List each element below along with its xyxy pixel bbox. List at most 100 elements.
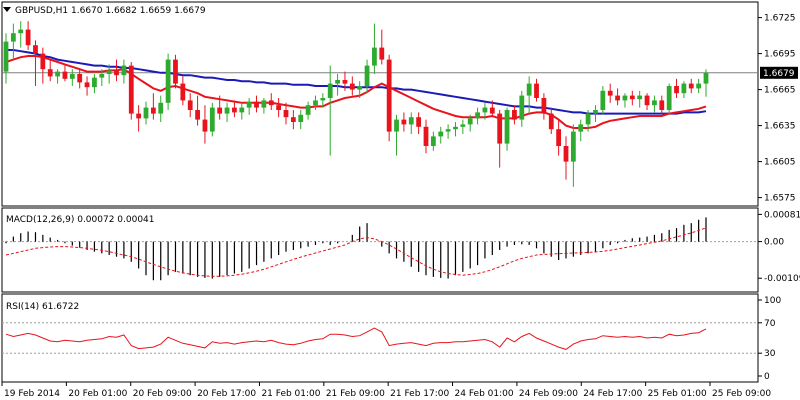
candle-body xyxy=(644,95,650,106)
candle xyxy=(10,23,16,60)
candle xyxy=(349,76,355,96)
candle xyxy=(534,78,539,102)
candles xyxy=(3,21,709,187)
price-tick-label: 1.6665 xyxy=(764,86,796,96)
candle-body xyxy=(534,83,539,98)
time-tick-label: 21 Feb 09:00 xyxy=(326,389,385,399)
candle-body xyxy=(25,29,31,46)
time-tick-label: 21 Feb 17:00 xyxy=(390,389,449,399)
candle-body xyxy=(165,59,171,103)
candle-body xyxy=(401,119,407,125)
candle-body xyxy=(99,74,105,78)
time-tick-label: 25 Feb 09:00 xyxy=(712,389,771,399)
candle xyxy=(453,122,458,137)
candle xyxy=(394,114,399,156)
price-tick-label: 1.6575 xyxy=(764,194,796,204)
candle-body xyxy=(512,110,517,120)
candle xyxy=(150,93,156,120)
candle-body xyxy=(526,83,532,96)
candle-body xyxy=(305,105,311,115)
candle-body xyxy=(637,95,643,100)
rsi-tick-label: 100 xyxy=(764,296,781,306)
price-axis: 1.6725 1.6695 1.6665 1.6635 1.6605 1.6575 xyxy=(758,14,796,204)
candle-body xyxy=(254,101,259,108)
candle-body xyxy=(55,71,60,77)
candle xyxy=(165,53,171,110)
price-tick-label: 1.6725 xyxy=(764,14,796,24)
time-tick-label: 25 Feb 01:00 xyxy=(648,389,707,399)
rsi-line xyxy=(5,327,707,350)
candle-body xyxy=(659,100,665,110)
candle-body xyxy=(268,100,274,106)
candle xyxy=(674,78,679,98)
candle-body xyxy=(298,114,304,122)
candle xyxy=(637,90,643,108)
candle-body xyxy=(128,65,134,114)
candle-body xyxy=(173,59,178,84)
candle-body xyxy=(92,77,97,88)
candle-body xyxy=(195,110,200,120)
time-axis: 19 Feb 2014 20 Feb 01:00 20 Feb 09:00 20 Fe… xyxy=(1,382,771,399)
candle-body xyxy=(40,53,46,70)
candle-body xyxy=(143,107,149,119)
rsi-tick-label: 30 xyxy=(764,349,776,359)
candle xyxy=(688,78,694,94)
candle xyxy=(261,98,267,114)
symbol-menu-arrow-icon[interactable] xyxy=(3,7,11,12)
candle xyxy=(18,21,24,48)
candle xyxy=(195,95,200,126)
candle-body xyxy=(696,83,702,89)
candle xyxy=(290,110,296,130)
candle-body xyxy=(202,119,208,132)
candle-body xyxy=(239,107,245,113)
candle xyxy=(615,88,620,106)
candle xyxy=(92,74,97,94)
candle-body xyxy=(438,131,444,137)
candle xyxy=(379,29,385,65)
candle-body xyxy=(674,86,679,94)
candle-body xyxy=(232,107,237,113)
candle-body xyxy=(62,71,68,79)
candle-body xyxy=(379,47,385,60)
candle-body xyxy=(33,45,38,54)
candle xyxy=(401,112,407,132)
candle-body xyxy=(10,33,16,42)
candle-body xyxy=(313,100,318,106)
candle xyxy=(408,112,414,134)
candle xyxy=(357,81,363,98)
macd-histogram xyxy=(5,217,707,281)
candle xyxy=(283,102,289,125)
panel-frame xyxy=(1,1,759,207)
candle-body xyxy=(593,110,598,114)
candle xyxy=(703,69,709,97)
candle xyxy=(548,107,554,134)
candle-body xyxy=(136,113,142,119)
time-tick-label: 20 Feb 01:00 xyxy=(68,389,127,399)
candle-body xyxy=(445,129,451,132)
candle xyxy=(143,101,149,125)
candle xyxy=(99,69,105,86)
time-tick-label: 20 Feb 09:00 xyxy=(133,389,192,399)
candle xyxy=(372,23,377,74)
candle-body xyxy=(467,118,473,125)
candle-body xyxy=(460,124,466,127)
rsi-tick-label: 0 xyxy=(764,372,770,382)
candle-body xyxy=(106,70,112,74)
candle-body xyxy=(224,107,230,114)
macd-tick-label: 0.00 xyxy=(764,238,784,248)
candle-body xyxy=(349,83,355,90)
price-panel: 1.6725 1.6695 1.6665 1.6635 1.6605 1.6575 1.6… xyxy=(2,14,798,204)
candle xyxy=(622,93,628,108)
candle xyxy=(187,93,193,118)
candle-body xyxy=(600,90,606,110)
chart-title: GBPUSD,H1 1.6670 1.6682 1.6659 1.6679 xyxy=(15,6,206,16)
candle-body xyxy=(18,29,24,34)
candle xyxy=(430,131,436,151)
panel-frames xyxy=(1,1,759,383)
macd-tick-label: -0.00109 xyxy=(764,274,800,284)
candle-body xyxy=(209,107,215,132)
candle xyxy=(25,21,31,50)
candle xyxy=(497,110,503,168)
candle-body xyxy=(342,80,348,84)
